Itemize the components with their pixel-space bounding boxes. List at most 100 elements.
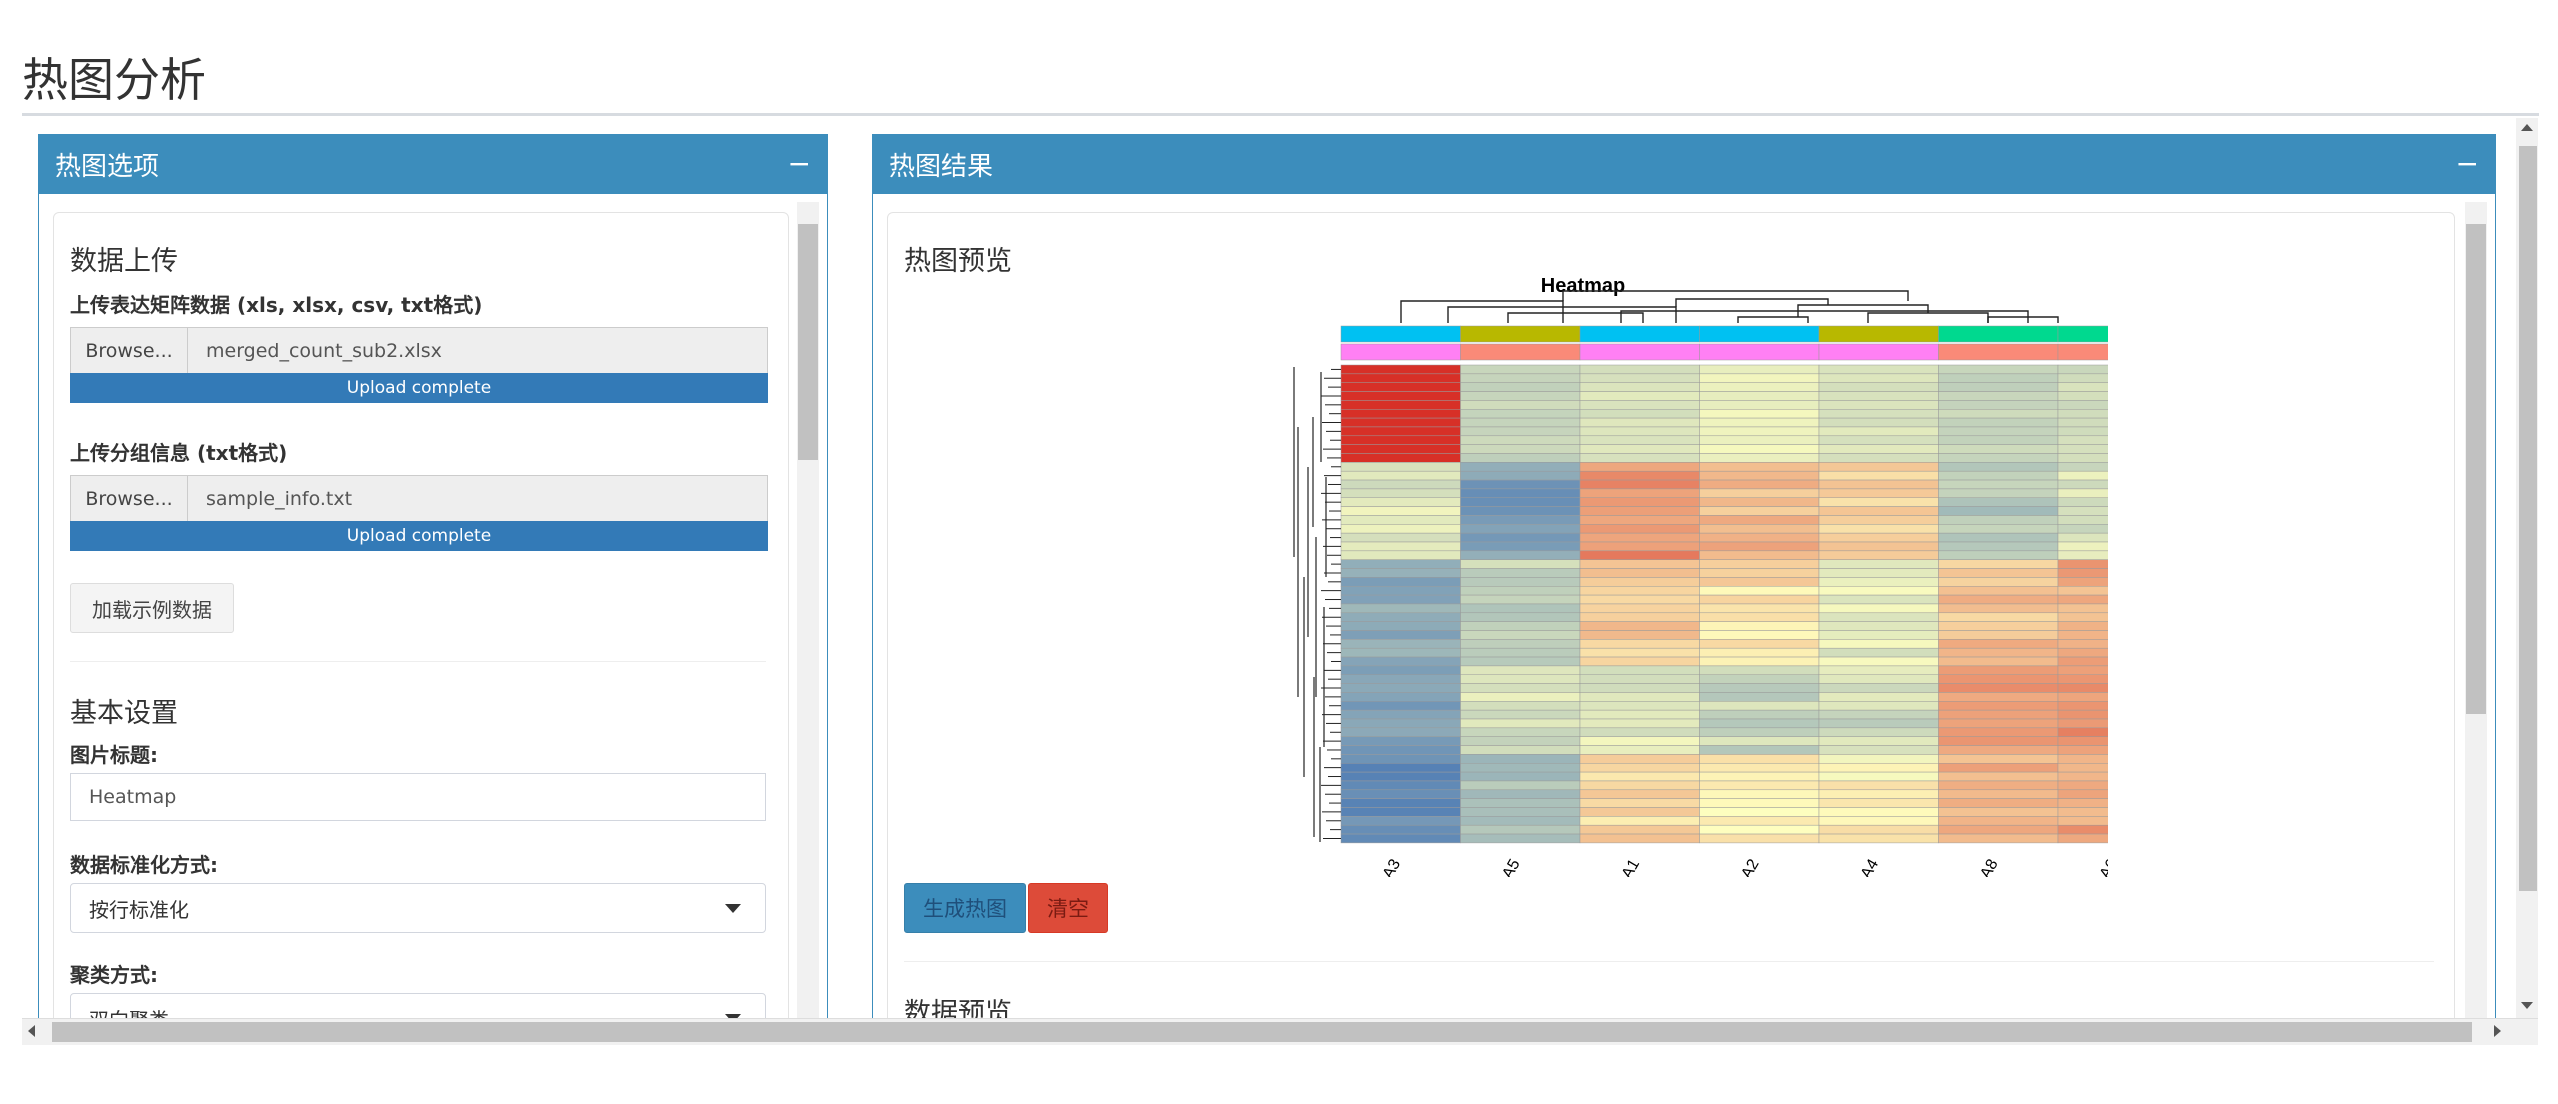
heatmap-cell [1579,364,1700,375]
heatmap-cell [1818,541,1939,552]
collapse-icon[interactable]: − [2455,147,2479,180]
heatmap-cell [1818,754,1939,764]
heatmap-cell [1460,754,1581,764]
group-upload-label: 上传分组信息 (txt格式) [70,441,288,465]
plot-title-input[interactable]: Heatmap [70,773,766,821]
heatmap-cell [1460,550,1581,560]
scroll-up-arrow-icon[interactable] [2521,124,2533,131]
heatmap-cell [1579,621,1700,631]
heatmap-cell [2057,444,2108,454]
heatmap-cell [2057,382,2108,392]
heatmap-cell [1938,816,2059,826]
heatmap-cell [1460,586,1581,596]
heatmap-cell [1818,426,1939,437]
heatmap-cell [1699,612,1820,622]
heatmap-cell [1460,789,1581,799]
heatmap-cell [1938,789,2059,799]
cluster-select[interactable]: 双向聚类 [70,993,766,1018]
scroll-left-arrow-icon[interactable] [28,1025,35,1037]
heatmap-cell [1340,400,1461,410]
heatmap-cell [1818,647,1939,658]
heatmap-cell [1460,409,1581,419]
heatmap-cell [1460,426,1581,437]
page-title: 热图分析 [22,53,206,107]
heatmap-cell [1340,382,1461,392]
heatmap-cell [1579,444,1700,454]
heatmap-cell [1460,541,1581,552]
normalization-select[interactable]: 按行标准化 [70,883,766,933]
heatmap-cell [1460,364,1581,375]
heatmap-cell [1818,701,1939,711]
heatmap-cell [2057,824,2108,835]
column-dendrogram-branch [1562,290,1909,301]
heatmap-cell [1818,639,1939,649]
heatmap-cell [1699,470,1820,481]
heatmap-cell [1460,718,1581,729]
heatmap-cell [1818,488,1939,498]
heatmap-cell [1938,497,2059,507]
heatmap-cell [1340,630,1461,640]
generate-heatmap-button[interactable]: 生成热图 [904,883,1026,933]
heatmap-cell [1818,603,1939,614]
load-example-button[interactable]: 加载示例数据 [70,583,234,633]
heatmap-cell [1938,603,2059,614]
options-scrollbar-thumb[interactable] [798,224,818,460]
matrix-browse-button[interactable]: Browse... [71,328,188,374]
group2-annotation-cell [1340,325,1461,343]
heatmap-cell [1340,754,1461,764]
page-vertical-scrollbar-thumb[interactable] [2519,146,2537,891]
heatmap-cell [2057,603,2108,614]
heatmap-cell [1579,462,1700,472]
matrix-file-input[interactable]: Browse... merged_count_sub2.xlsx [70,327,768,375]
scroll-down-arrow-icon[interactable] [2521,1002,2533,1009]
group-browse-button[interactable]: Browse... [71,476,188,522]
heatmap-cell [1579,453,1700,463]
column-dendrogram-branch [1675,298,1829,307]
heatmap-cell [1579,550,1700,560]
group-file-input[interactable]: Browse... sample_info.txt [70,475,768,523]
heatmap-cell [1699,754,1820,764]
page-horizontal-scrollbar-thumb[interactable] [52,1022,2472,1042]
heatmap-cell [2057,470,2108,481]
heatmap-cell [1938,391,2059,401]
heatmap-cell [1699,391,1820,401]
preview-heading: 热图预览 [904,246,1012,277]
heatmap-cell [1460,417,1581,428]
heatmap-cell [1340,727,1461,737]
heatmap-cell [1340,647,1461,658]
heatmap-cell [1699,400,1820,410]
clear-button[interactable]: 清空 [1028,883,1108,933]
heatmap-cell [1818,506,1939,516]
heatmap-cell [1340,559,1461,569]
group1-annotation-cell [1938,343,2059,361]
heatmap-cell [1699,745,1820,755]
heatmap-cell [2057,577,2108,587]
collapse-icon[interactable]: − [787,147,811,180]
heatmap-cell [2057,594,2108,605]
result-scrollbar-thumb[interactable] [2466,224,2486,714]
heatmap-cell [1460,833,1581,844]
heatmap-cell [1818,382,1939,392]
heatmap-cell [1938,771,2059,782]
heatmap-cell [1699,577,1820,587]
scroll-right-arrow-icon[interactable] [2494,1025,2501,1037]
heatmap-cell [1699,709,1820,720]
heatmap-cell [2057,417,2108,428]
heatmap-cell [1818,586,1939,596]
heatmap-cell [1460,621,1581,631]
heatmap-cell [1579,470,1700,481]
heatmap-cell [2057,780,2108,791]
heatmap-cell [1938,373,2059,383]
heatmap-cell [1460,674,1581,684]
heatmap-cell [1938,435,2059,445]
heatmap-cell [1460,532,1581,543]
heatmap-cell [2057,718,2108,729]
heatmap-cell [1460,373,1581,383]
heatmap-cell [1340,816,1461,826]
heatmap-cell [1340,391,1461,401]
heatmap-cell [1340,426,1461,437]
data-preview-heading: 数据预览 [904,998,1012,1019]
heatmap-cell [1579,435,1700,445]
heatmap-cell [2057,586,2108,596]
heatmap-cell [1818,771,1939,782]
